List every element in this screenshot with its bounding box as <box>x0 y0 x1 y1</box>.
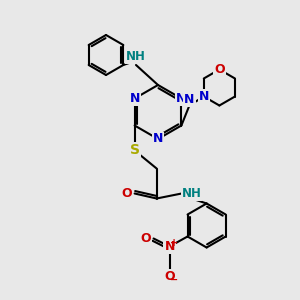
Text: O: O <box>214 63 225 76</box>
Text: −: − <box>169 274 178 284</box>
Text: N: N <box>164 240 175 253</box>
Text: O: O <box>164 270 175 283</box>
Text: O: O <box>140 232 151 245</box>
Text: S: S <box>130 143 140 158</box>
Text: N: N <box>184 93 195 106</box>
Text: +: + <box>169 238 178 248</box>
Text: N: N <box>129 92 140 105</box>
Text: N: N <box>176 92 187 105</box>
Text: O: O <box>121 187 132 200</box>
Text: NH: NH <box>126 50 146 64</box>
Text: NH: NH <box>182 187 202 200</box>
Text: N: N <box>199 90 209 103</box>
Text: N: N <box>153 133 163 146</box>
